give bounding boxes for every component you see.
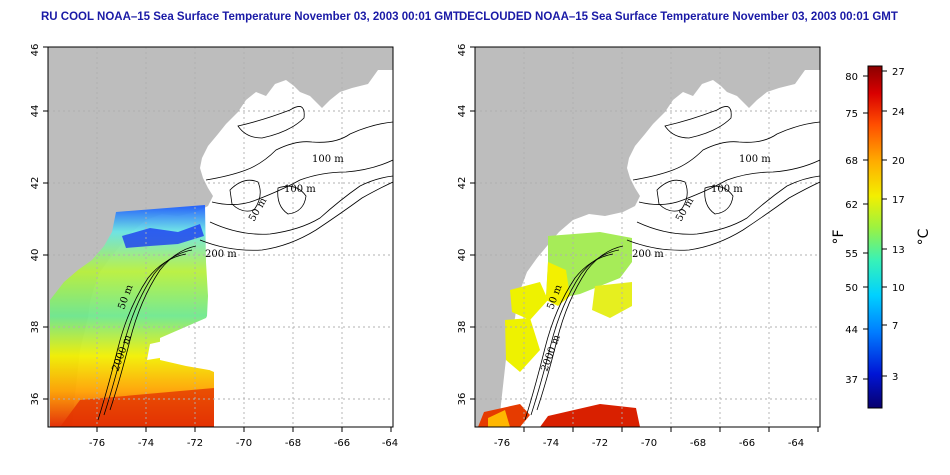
x-tick-label: -70 [641, 438, 657, 449]
contour-label: 100 m [739, 154, 771, 165]
sst-swath [50, 205, 214, 427]
bathymetry-contours [97, 106, 393, 421]
celsius-tick-label: 13 [892, 245, 905, 256]
fahrenheit-tick-label: 44 [845, 325, 858, 336]
y-tick-label: 36 [457, 393, 468, 406]
y-tick-label: 46 [457, 44, 468, 57]
celsius-tick-label: 7 [892, 321, 898, 332]
y-tick-label: 42 [30, 177, 41, 190]
contour-label: 200 m [205, 249, 237, 260]
contour-label: 100 m [284, 184, 316, 195]
land-mass [475, 47, 820, 427]
contour-label: 100 m [312, 154, 344, 165]
celsius-unit-label: °C [916, 228, 932, 245]
celsius-tick-label: 24 [892, 107, 905, 118]
celsius-tick-label: 10 [892, 283, 905, 294]
fahrenheit-tick-label: 80 [845, 72, 858, 83]
x-tick-label: -68 [690, 438, 706, 449]
y-tick-label: 40 [30, 249, 41, 262]
left-map-frame [47, 46, 394, 428]
right-map-frame [474, 46, 821, 428]
x-tick-label: -68 [285, 438, 301, 449]
fahrenheit-unit-label: °F [831, 229, 847, 244]
x-tick-label: -76 [494, 438, 510, 449]
land-mass [48, 47, 393, 427]
fahrenheit-tick-label: 50 [845, 283, 858, 294]
celsius-tick-label: 3 [892, 372, 898, 383]
x-tick-label: -72 [187, 438, 203, 449]
y-tick-label: 44 [30, 105, 41, 118]
y-tick-label: 40 [457, 249, 468, 262]
x-tick-label: -64 [788, 438, 804, 449]
y-tick-label: 42 [457, 177, 468, 190]
fahrenheit-tick-label: 68 [845, 156, 858, 167]
x-tick-label: -70 [236, 438, 252, 449]
right-map: 100 m 100 m 50 m 200 m 50 m 2000 m -76 -… [457, 44, 821, 449]
contour-label: 100 m [711, 184, 743, 195]
y-tick-label: 38 [457, 321, 468, 334]
y-tick-label: 38 [30, 321, 41, 334]
y-tick-label: 36 [30, 393, 41, 406]
celsius-tick-label: 17 [892, 195, 905, 206]
x-tick-label: -74 [543, 438, 559, 449]
colorbar: 80 75 68 62 55 50 44 37 27 24 20 17 13 1… [831, 65, 932, 409]
x-tick-label: -64 [382, 438, 398, 449]
x-tick-label: -66 [334, 438, 350, 449]
fahrenheit-tick-label: 75 [845, 109, 858, 120]
fahrenheit-tick-label: 37 [845, 375, 858, 386]
x-tick-label: -72 [592, 438, 608, 449]
celsius-tick-label: 27 [892, 67, 905, 78]
x-tick-label: -74 [138, 438, 154, 449]
y-tick-label: 44 [457, 105, 468, 118]
x-tick-label: -76 [89, 438, 105, 449]
left-map-title: RU COOL NOAA–15 Sea Surface Temperature … [41, 11, 460, 23]
bathymetry-contours [524, 106, 820, 421]
fahrenheit-tick-label: 62 [845, 200, 858, 211]
celsius-tick-label: 20 [892, 156, 905, 167]
left-map: 100 m 100 m 50 m 200 m 50 m 2000 m -76 -… [30, 44, 398, 449]
x-tick-label: -66 [739, 438, 755, 449]
y-tick-label: 46 [30, 44, 41, 57]
fahrenheit-tick-label: 55 [845, 249, 858, 260]
colorbar-ramp [867, 65, 883, 409]
right-map-title: DECLOUDED NOAA–15 Sea Surface Temperatur… [459, 11, 898, 23]
contour-label: 200 m [632, 249, 664, 260]
